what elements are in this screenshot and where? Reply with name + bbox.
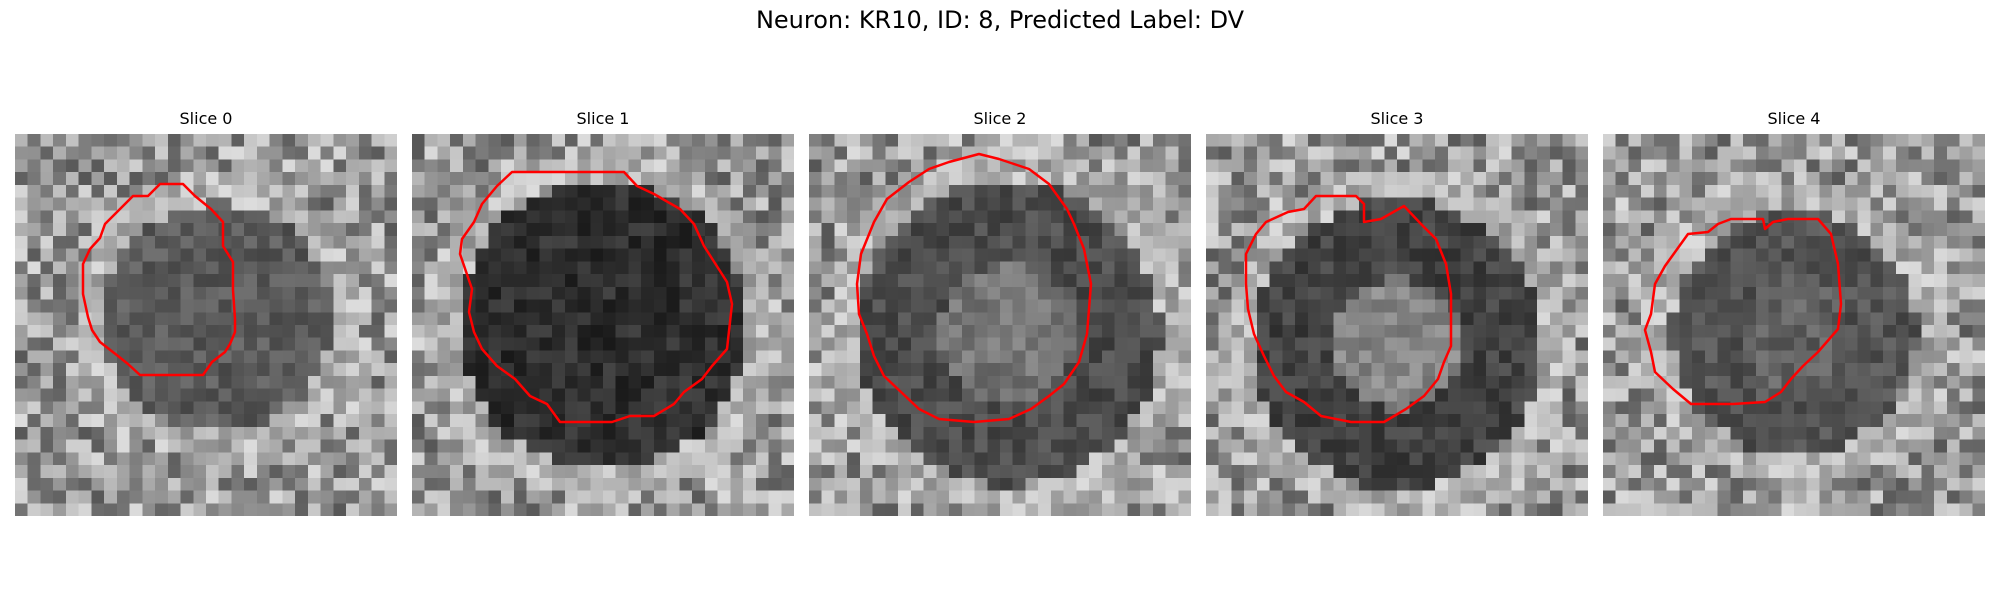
- slice-grayscale-image: [15, 134, 397, 516]
- slice-grayscale-image: [1603, 134, 1985, 516]
- slice-image: [1206, 134, 1588, 516]
- neuron-contour: [855, 152, 1093, 424]
- neuron-contour: [1244, 194, 1453, 424]
- slice-title: Slice 4: [1767, 109, 1821, 128]
- slice-title: Slice 0: [179, 109, 233, 128]
- slice-panel-4: Slice 4: [1603, 108, 1985, 516]
- slice-title: Slice 2: [973, 109, 1027, 128]
- slice-panel-0: Slice 0: [15, 108, 397, 516]
- slice-panel-3: Slice 3: [1206, 108, 1588, 516]
- slice-grayscale-image: [1206, 134, 1588, 516]
- slice-title: Slice 1: [576, 109, 630, 128]
- slice-image: [412, 134, 794, 516]
- contour-overlay: [855, 152, 1093, 424]
- slice-grayscale-image: [809, 134, 1191, 516]
- neuron-contour: [458, 170, 734, 424]
- contour-overlay: [1244, 194, 1453, 424]
- contour-overlay: [1643, 217, 1843, 406]
- slice-image: [15, 134, 397, 516]
- slice-panel-1: Slice 1: [412, 108, 794, 516]
- slice-panel-2: Slice 2: [809, 108, 1191, 516]
- figure-title: Neuron: KR10, ID: 8, Predicted Label: DV: [755, 6, 1245, 34]
- slice-title: Slice 3: [1370, 109, 1424, 128]
- contour-overlay: [458, 170, 734, 424]
- contour-overlay: [81, 182, 237, 377]
- slice-image: [1603, 134, 1985, 516]
- neuron-contour: [81, 182, 237, 377]
- slice-image: [809, 134, 1191, 516]
- neuron-contour: [1643, 217, 1843, 406]
